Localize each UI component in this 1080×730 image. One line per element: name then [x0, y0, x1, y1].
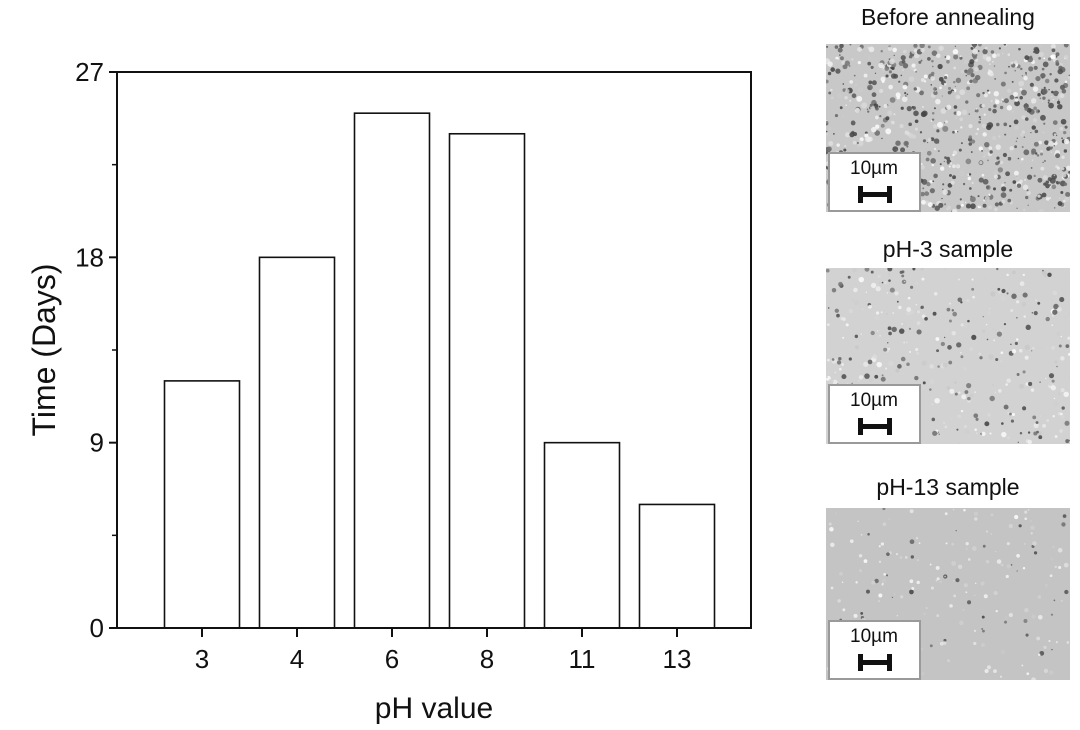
- scale-label: 10µm: [850, 626, 898, 647]
- panel-title: Before annealing: [861, 4, 1035, 30]
- panel-title: pH-3 sample: [882, 236, 1014, 262]
- micrograph-image: 10µm: [826, 44, 1070, 212]
- x-axis-title: pH value: [375, 692, 493, 725]
- bar-ph-6: [353, 112, 431, 629]
- y-tick-label: 27: [75, 57, 104, 87]
- x-tick-label: 6: [385, 644, 399, 674]
- bar-ph-13: [638, 503, 716, 629]
- micrograph-image: 10µm: [826, 508, 1070, 680]
- bar-ph-8: [448, 132, 526, 629]
- bar-ph-3: [163, 380, 241, 629]
- y-tick-label: 0: [90, 613, 104, 643]
- x-tick-label: 3: [195, 644, 209, 674]
- panel-title: pH-13 sample: [876, 474, 1020, 500]
- scale-bar-icon: [858, 186, 892, 203]
- panel-before-annealing: Before annealing 10µm: [826, 0, 1070, 214]
- scale-bar-icon: [858, 418, 892, 435]
- scale-bar-box: 10µm: [828, 152, 921, 212]
- x-tick-label: 13: [663, 644, 692, 674]
- y-axis: 0 9 18 27: [75, 57, 117, 643]
- scale-bar-box: 10µm: [828, 620, 921, 680]
- micrograph-image: 10µm: [826, 268, 1070, 444]
- bars-group: [163, 112, 716, 629]
- x-axis: 3 4 6 8 11 13: [195, 628, 692, 674]
- panel-ph3: pH-3 sample 10µm: [826, 232, 1070, 446]
- y-tick-label: 18: [75, 242, 104, 272]
- x-tick-label: 11: [569, 644, 596, 674]
- panel-ph13: pH-13 sample 10µm: [826, 470, 1070, 680]
- scale-bar-box: 10µm: [828, 384, 921, 444]
- y-tick-label: 9: [90, 428, 104, 458]
- x-tick-label: 4: [290, 644, 304, 674]
- scale-label: 10µm: [850, 390, 898, 411]
- y-axis-title: Time (Days): [26, 263, 62, 436]
- scale-bar-icon: [858, 654, 892, 671]
- scale-label: 10µm: [850, 158, 898, 179]
- bar-chart: 0 9 18 27 3 4 6 8 11 13 pH value Time (Days): [26, 57, 752, 725]
- x-tick-label: 8: [480, 644, 494, 674]
- bar-ph-11: [543, 441, 621, 629]
- bar-ph-4: [258, 256, 336, 629]
